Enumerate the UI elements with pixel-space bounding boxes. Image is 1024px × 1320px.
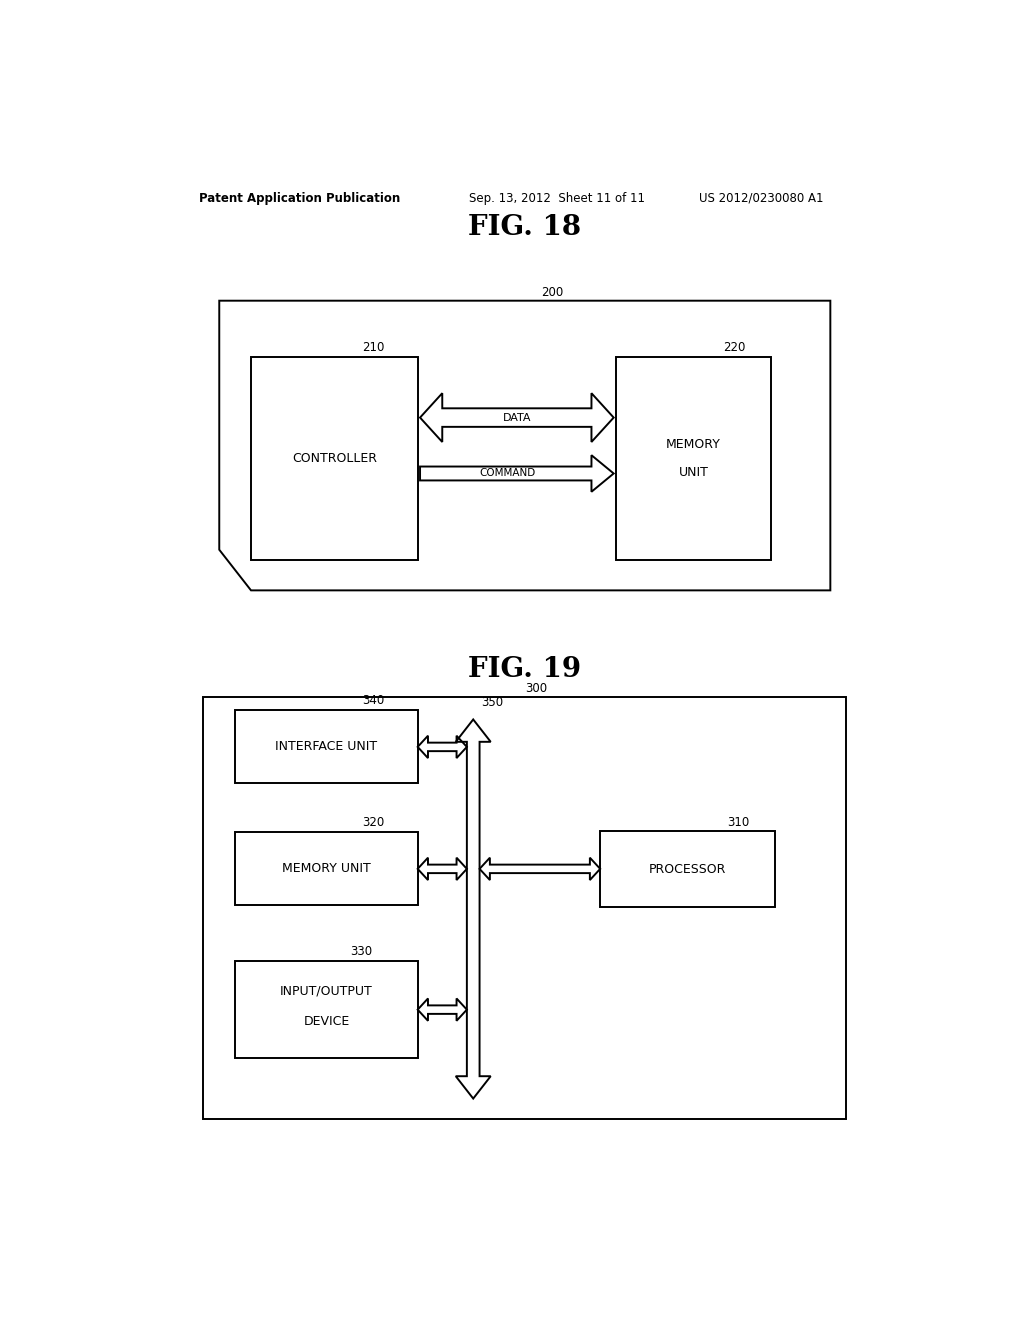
Text: CONTROLLER: CONTROLLER bbox=[292, 451, 377, 465]
Bar bbox=[236, 833, 418, 906]
Bar bbox=[600, 832, 775, 907]
Bar bbox=[251, 356, 418, 560]
Text: 350: 350 bbox=[481, 696, 503, 709]
Text: 300: 300 bbox=[524, 682, 547, 696]
Text: COMMAND: COMMAND bbox=[479, 469, 536, 478]
Text: INPUT/OUTPUT: INPUT/OUTPUT bbox=[280, 985, 373, 998]
Text: UNIT: UNIT bbox=[679, 466, 709, 479]
Text: MEMORY: MEMORY bbox=[666, 437, 721, 450]
Text: INTERFACE UNIT: INTERFACE UNIT bbox=[275, 741, 378, 754]
Text: MEMORY UNIT: MEMORY UNIT bbox=[282, 862, 371, 875]
Text: FIG. 18: FIG. 18 bbox=[468, 214, 582, 242]
Text: Patent Application Publication: Patent Application Publication bbox=[200, 191, 400, 205]
Bar bbox=[204, 697, 846, 1119]
Text: 310: 310 bbox=[727, 816, 750, 829]
Text: 210: 210 bbox=[362, 341, 384, 354]
Text: US 2012/0230080 A1: US 2012/0230080 A1 bbox=[699, 191, 824, 205]
Bar bbox=[236, 710, 418, 784]
Text: 220: 220 bbox=[723, 341, 745, 354]
Bar bbox=[616, 356, 771, 560]
Text: 320: 320 bbox=[362, 816, 384, 829]
Text: PROCESSOR: PROCESSOR bbox=[649, 863, 726, 876]
Text: DATA: DATA bbox=[503, 413, 531, 422]
Bar bbox=[236, 961, 418, 1057]
Text: Sep. 13, 2012  Sheet 11 of 11: Sep. 13, 2012 Sheet 11 of 11 bbox=[469, 191, 645, 205]
Text: 340: 340 bbox=[362, 694, 384, 708]
Text: 330: 330 bbox=[350, 945, 373, 958]
Text: 200: 200 bbox=[541, 285, 563, 298]
Text: FIG. 19: FIG. 19 bbox=[468, 656, 582, 684]
Text: DEVICE: DEVICE bbox=[303, 1015, 349, 1028]
